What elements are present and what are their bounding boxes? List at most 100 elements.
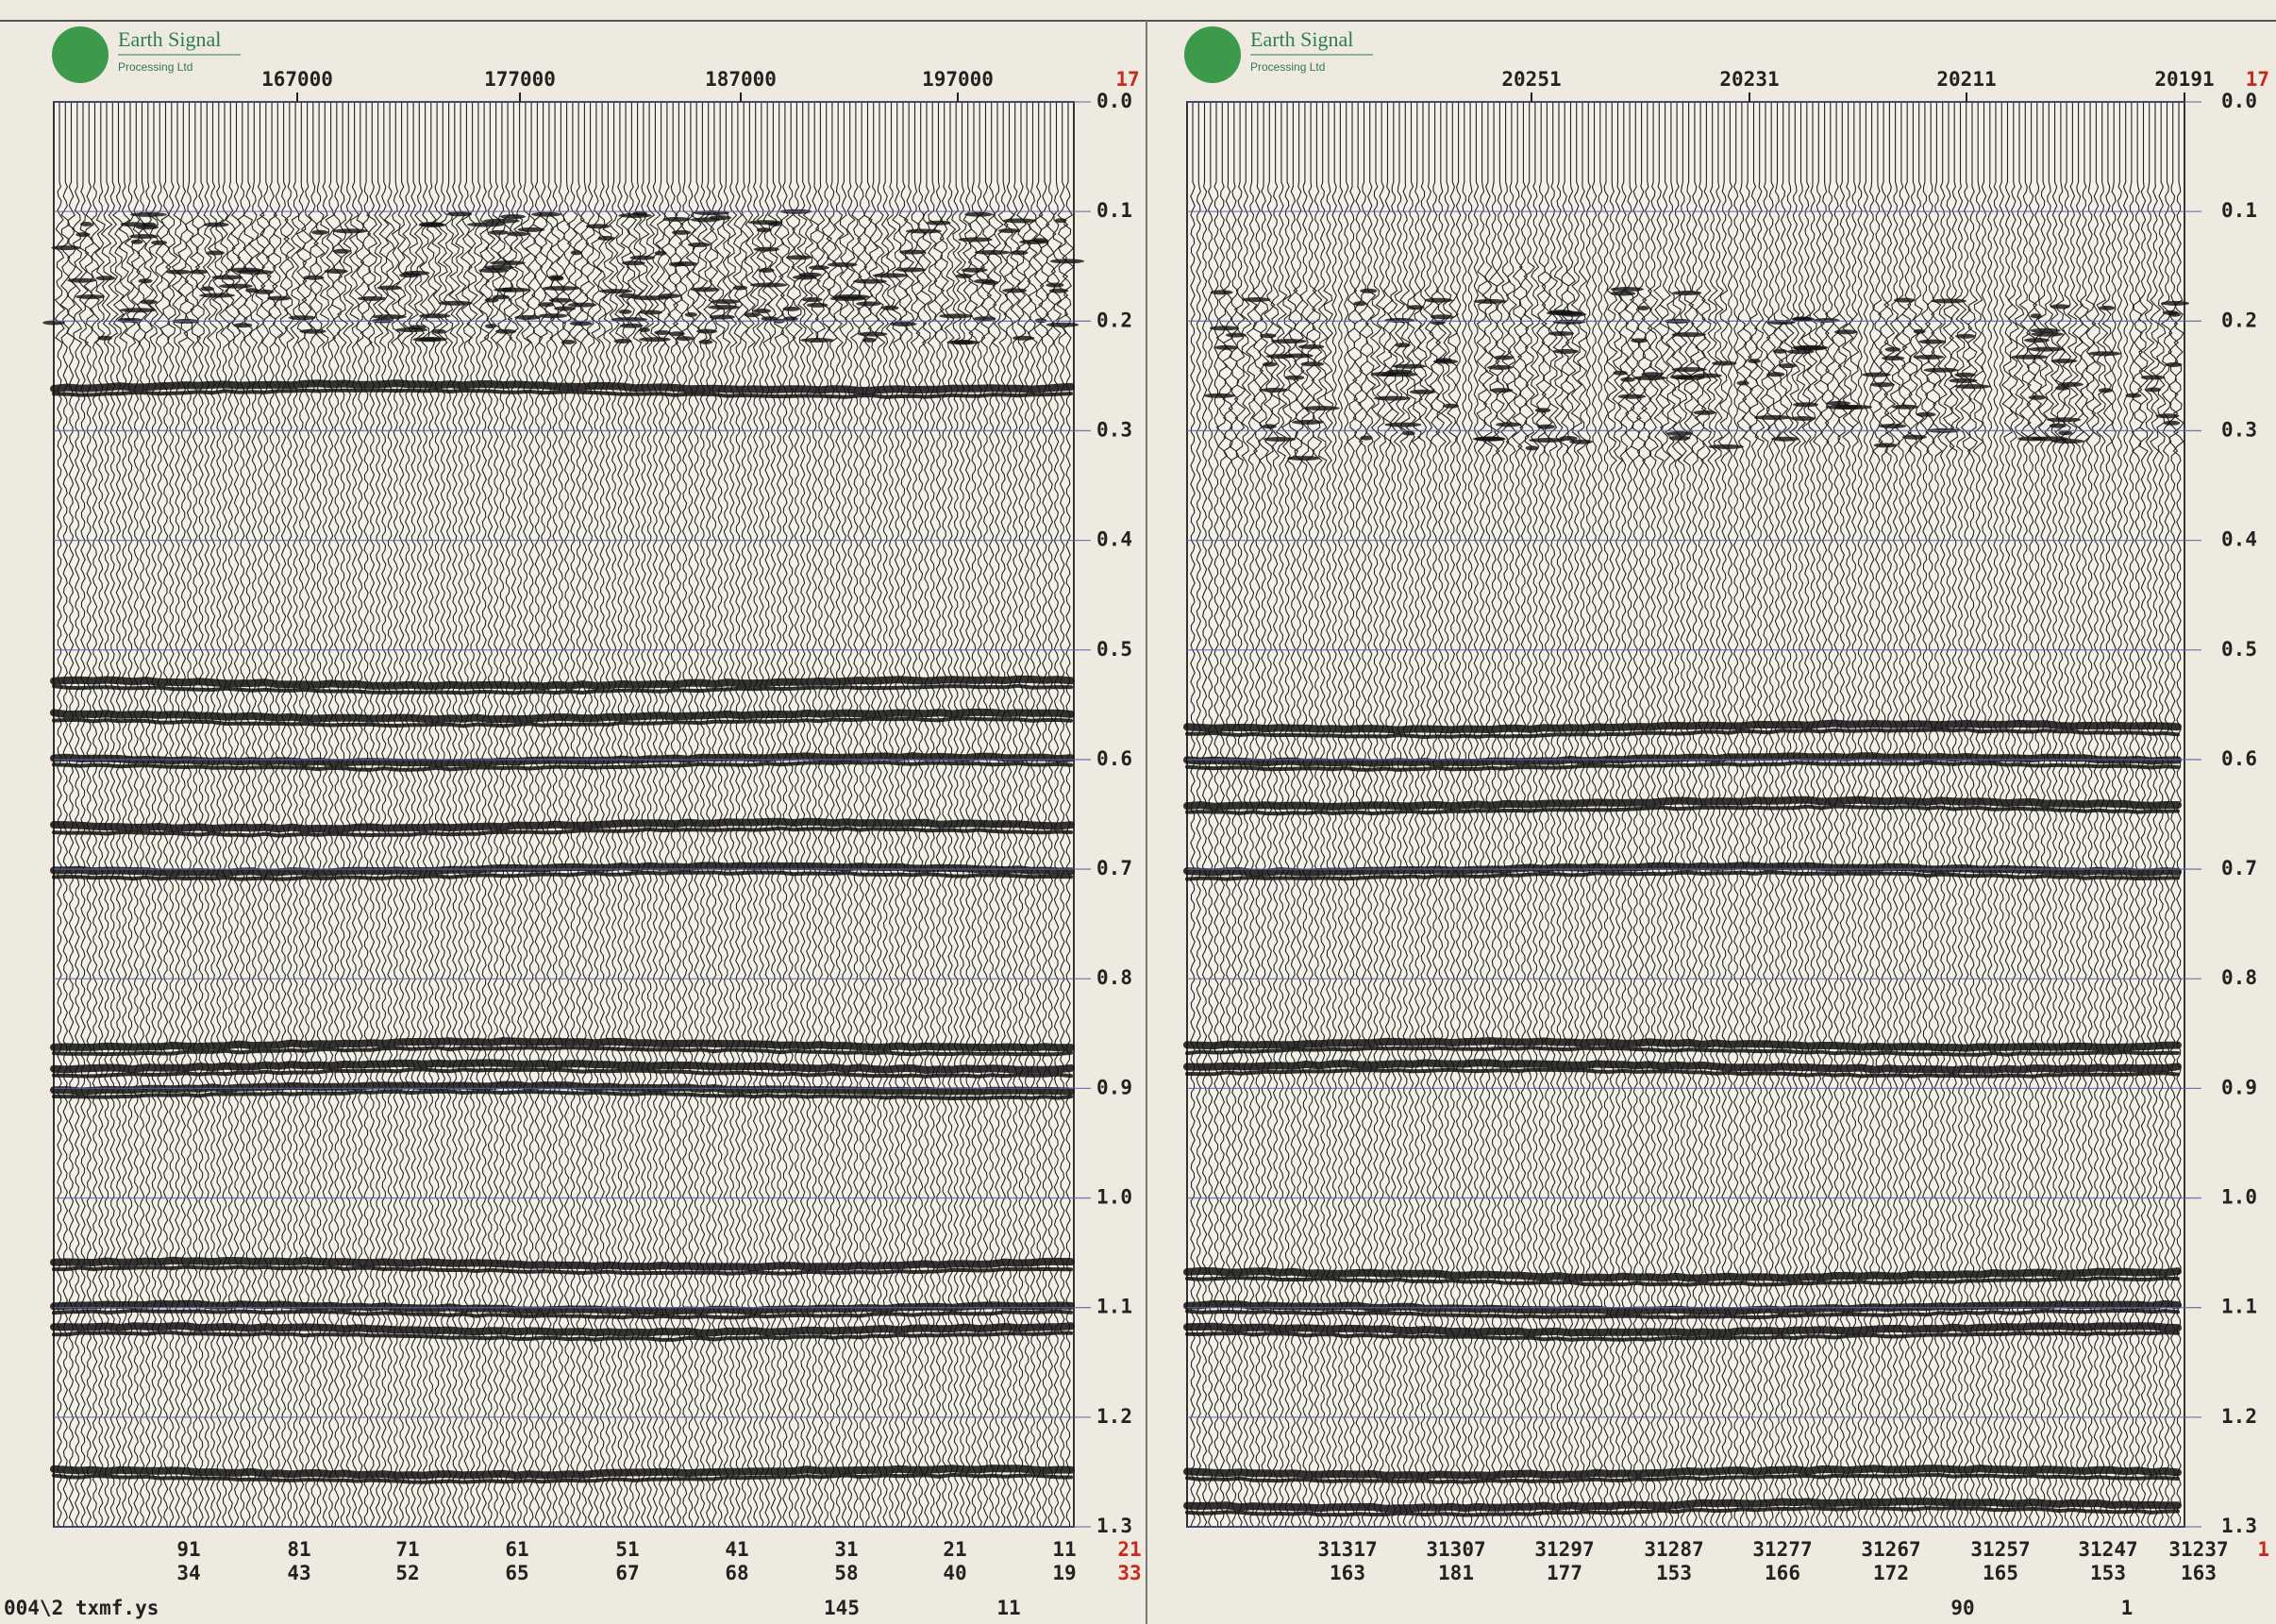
trace — [243, 102, 255, 1528]
trace — [1670, 102, 1683, 1528]
trace — [2101, 102, 2115, 1528]
chaotic-event — [1913, 328, 1926, 334]
chaotic-event — [357, 295, 387, 301]
time-tick-label: 1.3 — [1096, 1515, 1132, 1537]
chaotic-event — [539, 302, 555, 308]
trace — [1813, 102, 1826, 1528]
time-tick-label: 0.7 — [1096, 857, 1132, 879]
chaotic-event — [1010, 250, 1029, 256]
chaotic-event — [808, 265, 829, 271]
chaotic-event — [1360, 288, 1378, 293]
reflector — [52, 716, 1073, 728]
chaotic-event — [1790, 416, 1816, 421]
chaotic-event — [958, 237, 993, 243]
trace — [986, 102, 997, 1528]
chaotic-event — [1671, 367, 1707, 373]
time-tick-label: 0.1 — [1096, 199, 1132, 222]
trace — [129, 102, 142, 1528]
trace — [1343, 102, 1349, 1528]
shot-label: 31 — [834, 1538, 858, 1561]
trace — [1467, 102, 1473, 1528]
trace — [295, 102, 308, 1528]
trace — [979, 102, 993, 1528]
chaotic-event — [51, 245, 81, 251]
shot-label: 61 — [505, 1538, 528, 1561]
chaotic-event — [1395, 343, 1411, 348]
chaotic-event — [2046, 417, 2082, 423]
chaotic-event — [489, 260, 526, 266]
trace — [1311, 102, 1323, 1528]
chaotic-event — [120, 222, 147, 227]
trace — [1523, 102, 1535, 1528]
seismic-section — [42, 101, 1085, 1528]
trace — [1907, 102, 1920, 1528]
chaotic-event — [696, 328, 718, 334]
trace — [70, 102, 83, 1528]
chaotic-event — [1443, 403, 1459, 409]
chaotic-event — [267, 295, 292, 301]
chaotic-event — [1360, 435, 1373, 441]
chaotic-event — [483, 218, 520, 224]
chaotic-event — [2023, 338, 2050, 343]
trace — [483, 102, 496, 1528]
chaotic-event — [1210, 290, 1233, 295]
chaotic-event — [785, 255, 812, 260]
chaotic-event — [1287, 456, 1321, 461]
trace — [1694, 102, 1707, 1528]
trace — [1863, 102, 1869, 1528]
trace — [844, 102, 857, 1528]
trace — [147, 102, 159, 1528]
trace — [967, 102, 979, 1528]
trace — [66, 102, 77, 1528]
corner-label: 1 — [2257, 1538, 2269, 1561]
trace — [1889, 102, 1901, 1528]
time-tick-label: 1.0 — [2221, 1186, 2257, 1209]
chaotic-event — [597, 236, 615, 241]
chaotic-event — [67, 277, 96, 283]
chaotic-event — [1610, 291, 1636, 296]
trace — [124, 102, 137, 1528]
chaotic-event — [1263, 437, 1297, 442]
reflector — [50, 1322, 1075, 1337]
trace — [737, 102, 750, 1528]
reflector — [52, 1089, 1073, 1101]
shot-label: 31287 — [1644, 1538, 1703, 1561]
chaotic-event — [1693, 373, 1722, 378]
fold-label: 153 — [1656, 1562, 1692, 1584]
trace — [879, 102, 891, 1528]
trace — [313, 102, 326, 1528]
trace — [1405, 102, 1417, 1528]
chaotic-event — [408, 325, 427, 330]
chaotic-event — [206, 250, 225, 256]
reflector — [50, 752, 1075, 767]
trace — [283, 102, 295, 1528]
chaotic-event — [1862, 372, 1891, 377]
chaotic-event — [2160, 300, 2190, 306]
cdp-label: 177000 — [484, 68, 556, 91]
reflector — [52, 388, 1073, 399]
trace — [695, 102, 709, 1528]
chaotic-event — [639, 337, 671, 343]
trace — [914, 102, 928, 1528]
trace — [727, 102, 738, 1528]
trace — [54, 102, 66, 1528]
chaotic-event — [211, 275, 243, 280]
chaotic-event — [1392, 363, 1427, 369]
chaotic-event — [1878, 424, 1907, 428]
trace — [1831, 102, 1843, 1528]
chaotic-event — [1918, 339, 1947, 344]
trace — [826, 102, 839, 1528]
chaotic-event — [753, 246, 780, 252]
trace — [1623, 102, 1636, 1528]
chaotic-event — [1826, 400, 1851, 406]
chaotic-event — [2099, 305, 2116, 310]
fold-label: 52 — [395, 1562, 419, 1584]
chaotic-event — [1771, 436, 1799, 442]
chaotic-event — [1569, 439, 1593, 444]
fold-label: 43 — [287, 1562, 310, 1584]
trace — [690, 102, 702, 1528]
trace — [1771, 102, 1784, 1528]
reflector — [50, 817, 1075, 833]
trace — [920, 102, 933, 1528]
chaotic-event — [1632, 376, 1667, 380]
